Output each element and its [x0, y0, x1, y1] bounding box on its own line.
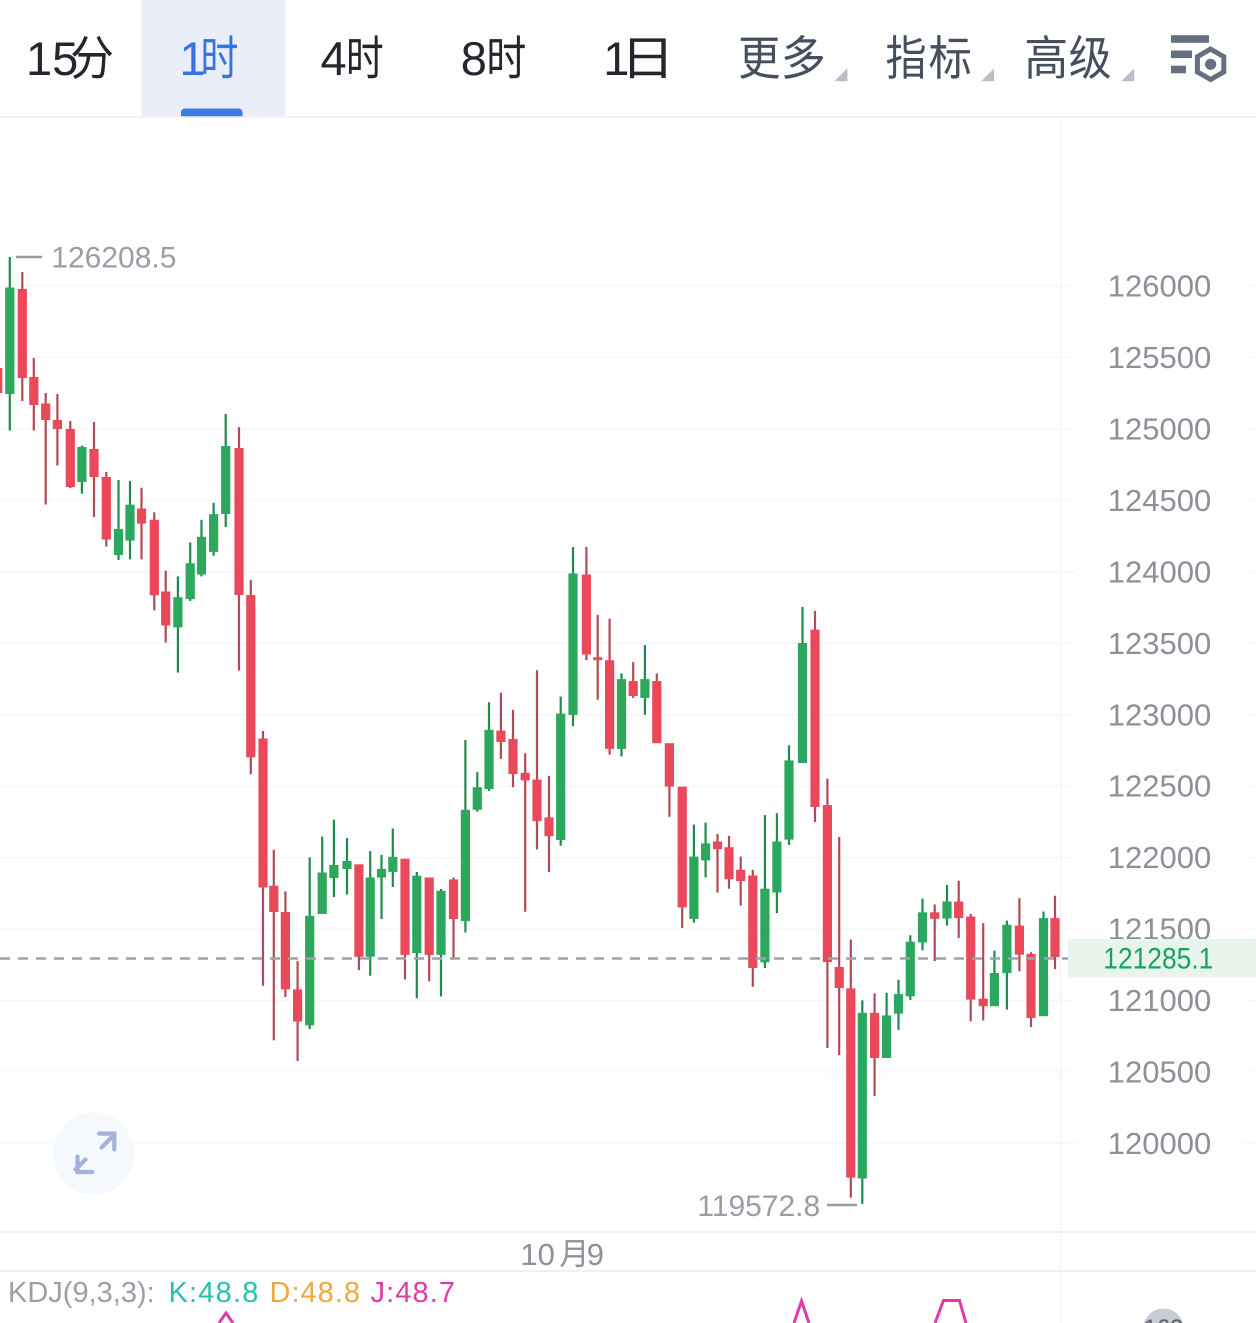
svg-text:10: 10 — [520, 1237, 554, 1272]
svg-text:125500: 125500 — [1108, 340, 1211, 375]
svg-text:4: 4 — [321, 32, 347, 85]
svg-text:1: 1 — [603, 32, 629, 85]
svg-text:169: 169 — [1143, 1315, 1183, 1323]
svg-text:122500: 122500 — [1108, 769, 1211, 804]
svg-text:D:48.8: D:48.8 — [270, 1277, 361, 1309]
svg-text:119572.8: 119572.8 — [697, 1190, 820, 1223]
svg-text:120000: 120000 — [1108, 1126, 1211, 1161]
svg-text:126000: 126000 — [1108, 269, 1211, 304]
svg-text:121000: 121000 — [1108, 983, 1211, 1018]
svg-text:K:48.8: K:48.8 — [169, 1277, 260, 1309]
svg-text:125000: 125000 — [1108, 412, 1211, 447]
svg-text:8: 8 — [461, 32, 487, 85]
svg-text:126208.5: 126208.5 — [51, 241, 176, 274]
svg-text:124500: 124500 — [1108, 483, 1211, 518]
svg-text:123500: 123500 — [1108, 626, 1211, 661]
svg-text:122000: 122000 — [1108, 840, 1211, 875]
svg-text:120500: 120500 — [1108, 1055, 1211, 1090]
svg-text:1: 1 — [180, 32, 206, 85]
svg-text:123000: 123000 — [1108, 697, 1211, 732]
svg-text:9: 9 — [587, 1237, 604, 1272]
svg-text:KDJ(9,3,3):: KDJ(9,3,3): — [8, 1277, 155, 1309]
svg-text:J:48.7: J:48.7 — [371, 1277, 457, 1309]
svg-text:121285.1: 121285.1 — [1103, 941, 1213, 975]
svg-text:124000: 124000 — [1108, 554, 1211, 589]
svg-text:15: 15 — [26, 32, 78, 85]
